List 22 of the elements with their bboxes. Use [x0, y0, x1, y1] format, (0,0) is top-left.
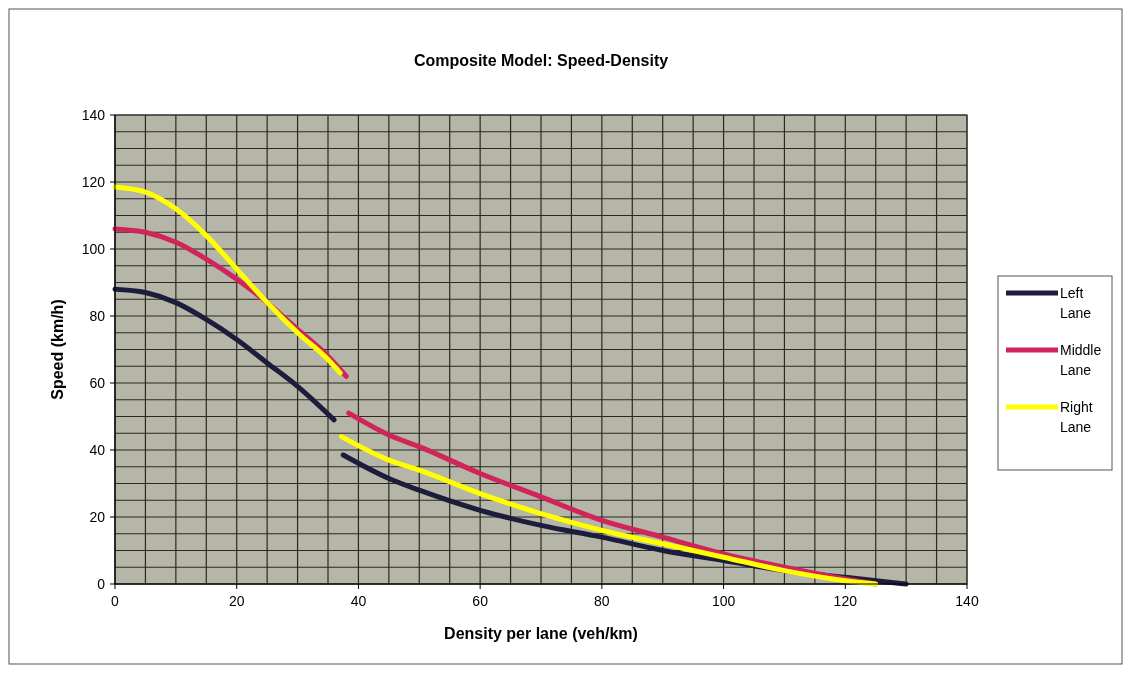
- y-tick-label: 140: [81, 107, 106, 123]
- legend-label: Right Lane: [1060, 399, 1093, 435]
- y-tick-label: 100: [81, 241, 106, 257]
- x-tick-label: 80: [594, 593, 610, 609]
- x-tick-label: 120: [833, 593, 858, 609]
- y-tick-label: 20: [89, 509, 106, 525]
- x-tick-label: 140: [955, 593, 979, 609]
- x-tick-label: 40: [350, 593, 367, 609]
- y-tick-label: 80: [89, 308, 106, 324]
- y-axis-title: Speed (km/h): [49, 299, 66, 400]
- x-axis-title: Density per lane (veh/km): [444, 625, 638, 642]
- legend-label: Middle Lane: [1060, 342, 1102, 378]
- chart-title: Composite Model: Speed-Density: [413, 52, 669, 69]
- y-tick-label: 0: [97, 576, 106, 592]
- y-tick-label: 60: [89, 375, 106, 391]
- y-tick-label: 120: [81, 174, 106, 190]
- y-tick-label: 40: [89, 442, 106, 458]
- x-tick-label: 0: [111, 593, 120, 609]
- x-tick-label: 20: [228, 593, 245, 609]
- x-tick-label: 100: [711, 593, 736, 609]
- legend-label: Left Lane: [1060, 285, 1092, 321]
- x-tick-label: 60: [472, 593, 489, 609]
